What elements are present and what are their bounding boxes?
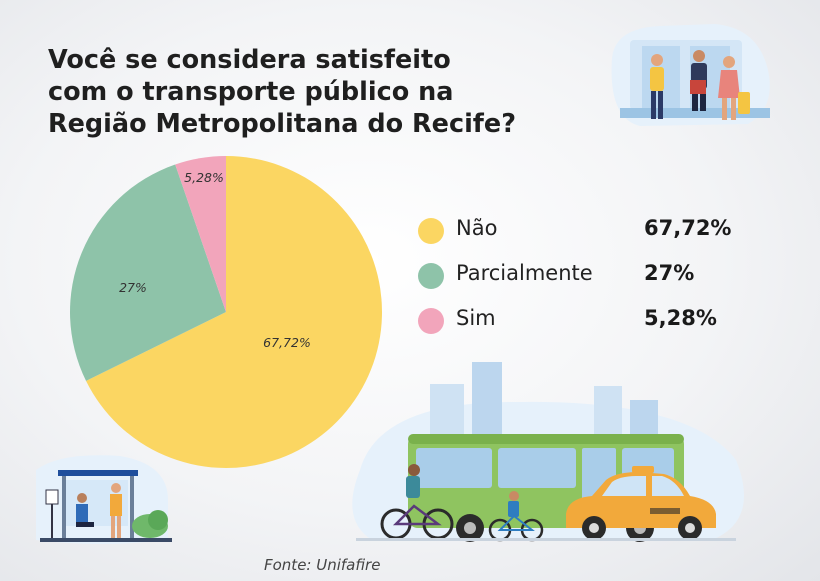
legend-value-parcialmente: 27% [644, 261, 695, 285]
chart-legend: Não 67,72% Parcialmente 27% Sim 5,28% [418, 210, 748, 345]
pie-slice-nao [86, 156, 383, 468]
legend-item-sim: Sim 5,28% [418, 300, 748, 345]
legend-item-parcialmente: Parcialmente 27% [418, 255, 748, 300]
legend-item-nao: Não 67,72% [418, 210, 748, 255]
pie-slice-sim [175, 156, 226, 312]
legend-value-sim: 5,28% [644, 306, 717, 330]
slice-label-nao: 67,72% [263, 335, 311, 350]
legend-swatch-nao [418, 218, 444, 244]
legend-label-nao: Não [456, 216, 498, 240]
legend-label-parcialmente: Parcialmente [456, 261, 593, 285]
legend-label-sim: Sim [456, 306, 496, 330]
source-note: Fonte: Unifafire [264, 556, 381, 574]
legend-swatch-sim [418, 308, 444, 334]
pie-slice-parcialmente [70, 164, 226, 381]
legend-swatch-parcialmente [418, 263, 444, 289]
slice-label-parcialmente: 27% [119, 280, 147, 295]
title-line-2: com o transporte público na [48, 77, 454, 107]
title-line-1: Você se considera satisfeito [48, 45, 451, 75]
pie-slices [70, 156, 383, 468]
slice-label-sim: 5,28% [184, 170, 224, 185]
title-line-3: Região Metropolitana do Recife? [48, 109, 516, 139]
page-title: Você se considera satisfeito com o trans… [48, 44, 608, 140]
legend-value-nao: 67,72% [644, 216, 732, 240]
